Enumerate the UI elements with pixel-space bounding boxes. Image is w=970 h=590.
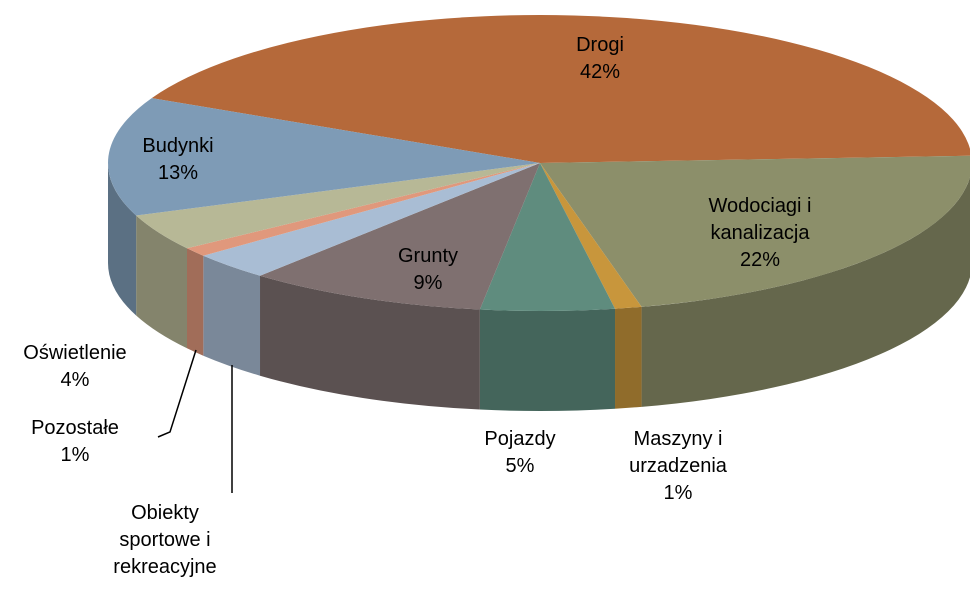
slice-side (136, 215, 187, 349)
slice-label: Obiekty sportowe i rekreacyjne (100, 500, 230, 581)
slice-label: Pojazdy 5% (465, 426, 575, 480)
value-label: 42% (579, 61, 621, 83)
slice-side (186, 248, 204, 356)
slice-label: Oświetlenie 4% (5, 340, 145, 394)
category-label: Pozostałe (31, 417, 119, 439)
slice (186, 163, 540, 256)
slice-side (108, 163, 137, 316)
slice-label: Drogi 42% (540, 32, 660, 86)
slice-side (203, 255, 261, 376)
leader-line (157, 349, 197, 438)
category-label: Obiekty sportowe i rekreacyjne (113, 502, 217, 578)
category-label: Wodociagi i kanalizacja (708, 195, 812, 244)
value-label: 5% (505, 455, 535, 477)
slice-side (479, 308, 616, 411)
slice-label: Grunty 9% (373, 243, 483, 297)
category-label: Budynki (142, 135, 214, 157)
category-label: Maszyny i urzadzenia (629, 428, 727, 477)
value-label: 1% (60, 444, 90, 466)
value-label: 1% (663, 482, 693, 504)
value-label: 9% (413, 272, 443, 294)
value-label: 13% (157, 162, 199, 184)
slice-side (641, 176, 970, 407)
slice-side (615, 306, 642, 409)
value-label: 4% (60, 369, 90, 391)
slice (136, 163, 540, 249)
category-label: Drogi (576, 34, 624, 56)
slice (203, 163, 541, 276)
value-label: 22% (739, 249, 781, 271)
slice-label: Pozostałe 1% (15, 415, 135, 469)
slice (107, 98, 540, 216)
slice (151, 15, 970, 163)
slice (540, 155, 970, 307)
slice-label: Wodociagi i kanalizacja 22% (680, 193, 840, 274)
category-label: Grunty (397, 245, 459, 267)
category-label: Oświetlenie (23, 342, 127, 364)
slice-label: Budynki 13% (118, 133, 238, 187)
slice-side (260, 275, 480, 410)
slice-label: Maszyny i urzadzenia 1% (603, 426, 753, 507)
slice (540, 163, 642, 309)
slice (260, 163, 540, 310)
slice (479, 163, 616, 311)
category-label: Pojazdy (484, 428, 556, 450)
